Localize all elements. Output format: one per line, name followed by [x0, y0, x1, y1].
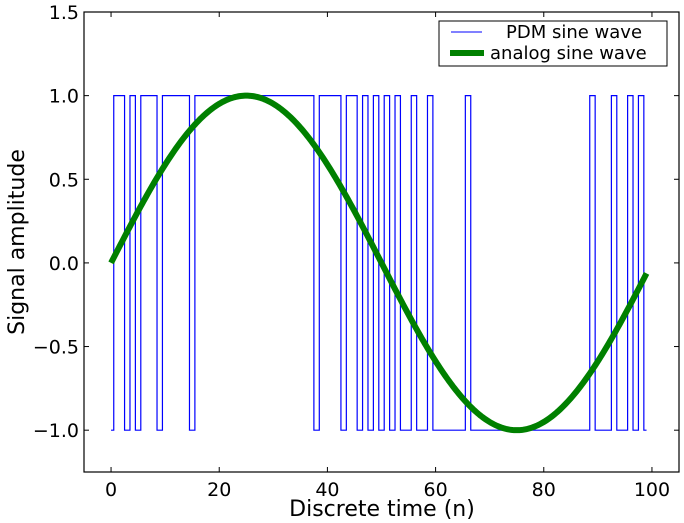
- x-tick-label: 60: [423, 479, 447, 501]
- y-tick-label: −0.5: [33, 337, 79, 359]
- legend: PDM sine wave analog sine wave: [438, 20, 668, 67]
- analog-sine-wave-line: [108, 92, 650, 434]
- x-tick-label: 40: [315, 479, 339, 501]
- x-tick-label: 20: [207, 479, 231, 501]
- x-axis: 0 20 40 60 80 100: [105, 12, 670, 501]
- y-axis-label: Signal amplitude: [5, 149, 30, 335]
- legend-box: [438, 20, 668, 67]
- plot-area: [108, 92, 650, 434]
- y-tick-label: 0.0: [49, 253, 79, 275]
- y-tick-label: 1.0: [49, 86, 79, 108]
- y-tick-label: 0.5: [49, 169, 79, 191]
- y-tick-label: 1.5: [49, 2, 79, 24]
- x-axis-label: Discrete time (n): [289, 497, 475, 522]
- pdm-sine-wave-line: [111, 95, 647, 431]
- axes-frame: [83, 11, 680, 473]
- x-tick-label: 0: [105, 479, 117, 501]
- y-tick-label: −1.0: [33, 420, 79, 442]
- y-axis: −1.0 −0.5 0.0 0.5 1.0 1.5: [33, 2, 679, 442]
- legend-label-analog: analog sine wave: [490, 43, 647, 64]
- x-tick-label: 80: [532, 479, 556, 501]
- legend-label-pdm: PDM sine wave: [506, 22, 642, 43]
- x-tick-label: 100: [634, 479, 670, 501]
